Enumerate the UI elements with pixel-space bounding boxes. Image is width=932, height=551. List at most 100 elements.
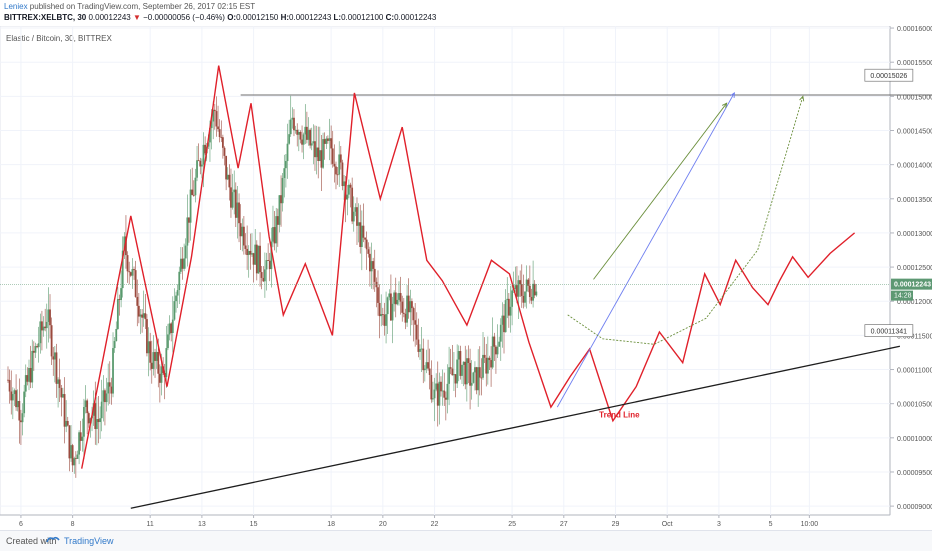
candle-body [511,290,513,307]
candle-body [45,321,48,329]
trend-line-label: Trend Line [599,410,640,419]
time-axis[interactable]: 6 8 11 13 15 18 20 22 25 27 29 Oct 3 5 10:00 [19,515,818,528]
candle-body [194,177,197,196]
price-callout-box [864,68,914,82]
candle-body [76,454,79,459]
candle-body [234,189,237,218]
candle-body [449,367,452,369]
candle-body [223,147,226,156]
candle-body [454,374,457,384]
candle-body [221,137,224,148]
candle-body [226,174,229,180]
countdown-badge [891,290,913,301]
y-tick-label: 0.00009500 [897,470,932,477]
x-tick-label: 20 [379,521,387,528]
series-projection [593,102,728,280]
price-callout-box [864,324,914,337]
y-tick-label: 0.00011500 [897,333,932,340]
candle-body [493,336,496,347]
candle-body [242,226,245,246]
candle-body [457,351,460,360]
candle-body [360,225,363,247]
candle-body [86,400,89,414]
candle-body [175,295,177,302]
open-value: 0.00012150 [236,13,279,22]
candle-body [514,285,517,290]
candle-body [504,300,507,333]
arrow-head-icon [721,102,728,109]
candle-body [263,269,266,282]
candle-body [73,458,76,466]
candle-body [469,362,471,386]
candle-body [425,362,428,369]
x-tick-label: 10:00 [801,521,819,528]
high-label: H: [280,13,290,22]
close-label: C: [385,13,395,22]
y-tick-label: 0.00013500 [897,197,932,204]
candle-body [396,299,399,305]
candle-body [372,261,375,269]
candle-body [116,299,119,329]
candle-body [420,348,423,350]
candle-body [168,323,171,335]
candle-body [87,413,90,424]
candle-body [79,432,82,441]
candle-body [260,272,263,278]
candle-body [276,216,279,225]
x-tick-label: 15 [250,521,258,528]
price-callout-label: 0.00015026 [870,73,907,80]
price-chart[interactable]: Elastic / Bitcoin, 30, BITTREX 0.0001600… [0,26,932,530]
candle-body [212,109,215,122]
candle-body [144,313,147,320]
candle-body [507,298,510,316]
candle-body [423,368,426,371]
candle-body [394,292,397,305]
candle-body [249,250,252,255]
candle-body [81,436,84,441]
candle-body [28,367,30,382]
candle-body [146,319,148,354]
drawing-layer [0,65,932,509]
candle-body [461,364,463,376]
candle-body [354,207,357,212]
candle-body [364,237,366,240]
x-tick-label: 22 [431,521,439,528]
candle-body [323,139,326,144]
candle-body [110,386,113,394]
candle-body [167,334,169,349]
candle-body [66,420,69,426]
candle-body [315,147,318,158]
candle-body [53,352,56,360]
candle-body [409,301,412,313]
candle-body [233,189,236,193]
candle-body [115,328,118,342]
candle-body [483,354,486,358]
candle-body [179,258,182,272]
candle-body [293,117,295,131]
candle-body [401,301,404,313]
candle-body [501,315,504,325]
candle-body [307,129,310,140]
author-link[interactable]: Leniex [4,2,28,11]
candle-body [312,141,315,144]
candle-body [283,168,286,178]
open-label: O: [227,13,237,22]
candle-body [37,343,40,348]
candle-body [370,261,373,272]
price-axis[interactable]: 0.00016000 0.00015500 0.00015000 0.00014500… [890,26,932,511]
candle-body [186,217,189,246]
candle-body [108,382,111,387]
candle-body [26,375,29,382]
candle-body [451,368,454,376]
candle-body [215,111,218,127]
candle-body [147,341,150,354]
tradingview-link[interactable]: TradingView [64,536,114,546]
x-tick-label: 6 [19,521,23,528]
candle-body [107,382,110,394]
candle-body [231,192,234,208]
candle-body [176,290,179,296]
candle-body [299,131,302,140]
y-tick-label: 0.00009000 [897,504,932,511]
candle-body [498,341,501,347]
candle-body [440,381,442,392]
